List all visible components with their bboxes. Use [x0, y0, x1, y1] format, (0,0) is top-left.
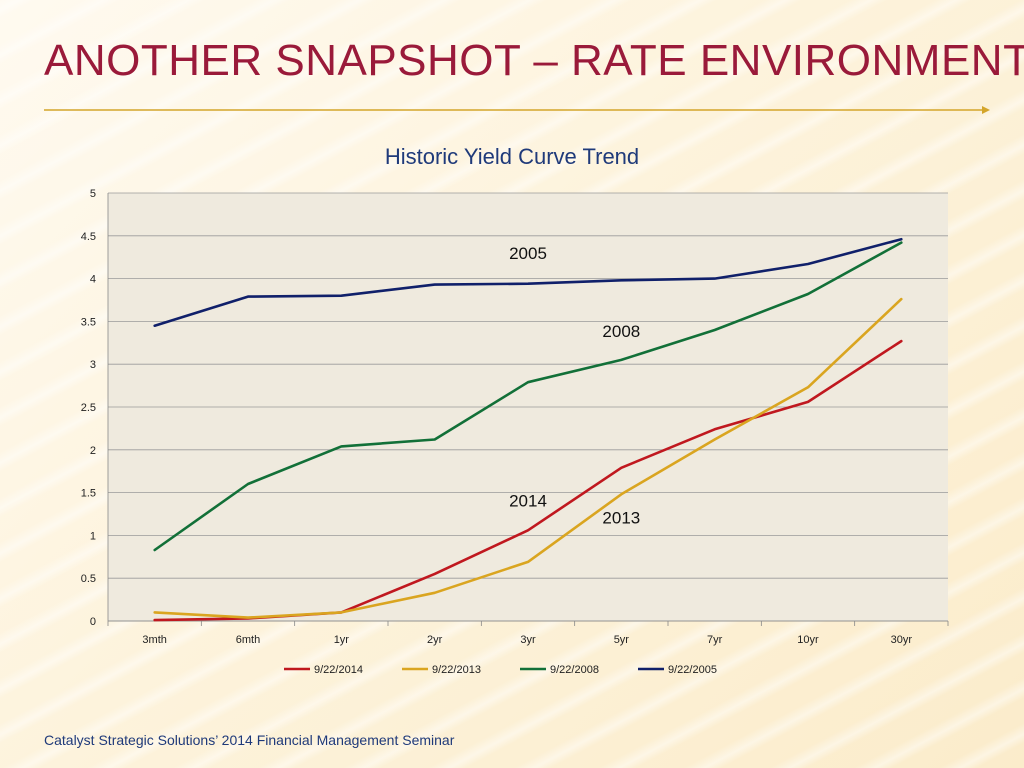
- x-tick-label: 6mth: [236, 634, 260, 646]
- x-tick-label: 1yr: [334, 634, 350, 646]
- legend-label: 9/22/2008: [550, 664, 599, 676]
- y-tick-label: 2.5: [81, 402, 96, 414]
- legend-label: 9/22/2014: [314, 664, 363, 676]
- y-tick-label: 3: [90, 359, 96, 371]
- title-divider: [44, 106, 990, 114]
- x-tick-label: 30yr: [891, 634, 913, 646]
- series-annotation: 2008: [602, 322, 640, 341]
- legend-label: 9/22/2005: [668, 664, 717, 676]
- y-tick-label: 2: [90, 445, 96, 457]
- y-tick-label: 5: [90, 188, 96, 200]
- x-tick-label: 7yr: [707, 634, 723, 646]
- chart-title: Historic Yield Curve Trend: [384, 144, 640, 169]
- series-annotation: 2013: [602, 508, 640, 527]
- x-tick-label: 3yr: [520, 634, 536, 646]
- y-tick-label: 0.5: [81, 573, 96, 585]
- x-tick-label: 10yr: [797, 634, 819, 646]
- x-tick-label: 5yr: [614, 634, 630, 646]
- series-line: [153, 241, 903, 552]
- series-annotation: 2014: [509, 491, 547, 510]
- series-line: [153, 297, 903, 619]
- y-tick-label: 4: [90, 274, 96, 286]
- y-tick-label: 4.5: [81, 231, 96, 243]
- x-tick-label: 2yr: [427, 634, 443, 646]
- series-annotation: 2005: [509, 244, 547, 263]
- series-line: [153, 237, 903, 328]
- footer-text: Catalyst Strategic Solutions’ 2014 Finan…: [44, 732, 455, 748]
- y-tick-label: 3.5: [81, 316, 96, 328]
- legend-label: 9/22/2013: [432, 664, 481, 676]
- y-tick-label: 1: [90, 530, 96, 542]
- y-tick-label: 1.5: [81, 488, 96, 500]
- x-tick-label: 3mth: [142, 634, 166, 646]
- y-tick-label: 0: [90, 616, 96, 628]
- slide-title: ANOTHER SNAPSHOT – RATE ENVIRONMENT: [44, 36, 1024, 85]
